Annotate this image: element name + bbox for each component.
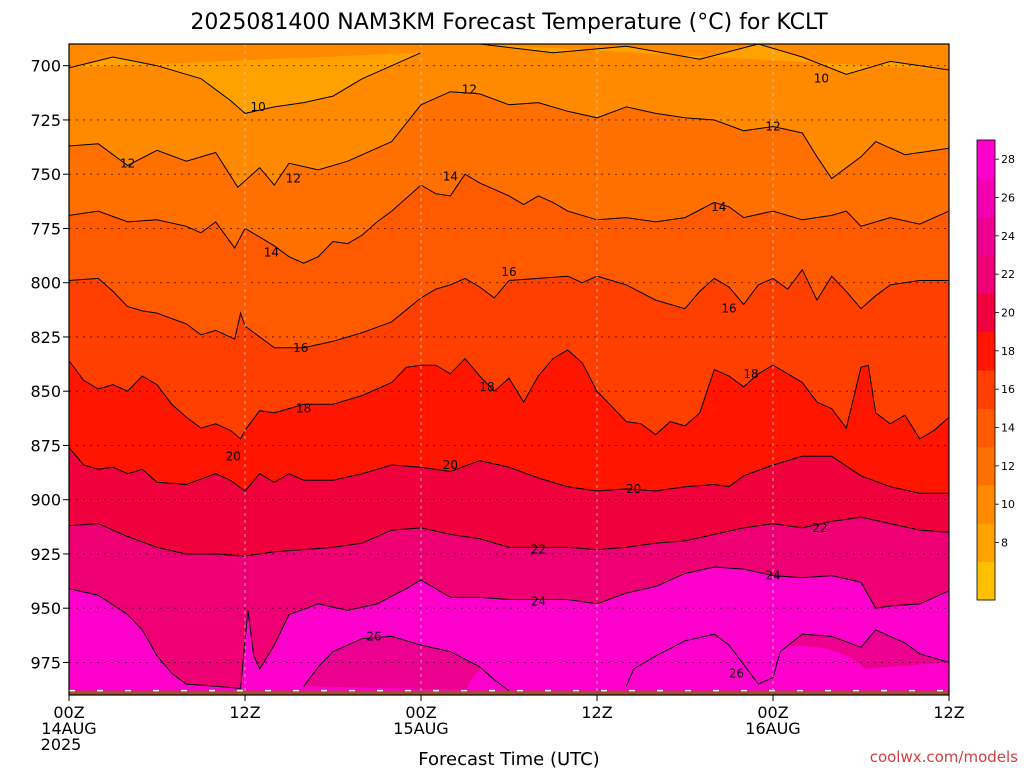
x-tick-label: 2025 (41, 735, 82, 754)
y-tick-label: 875 (30, 436, 61, 455)
warm-pocket-1 (530, 628, 776, 695)
isotherm-label: 16 (721, 302, 736, 316)
credit-text: coolwx.com/models (870, 748, 1018, 766)
isotherm-label: 12 (462, 83, 477, 97)
colorbar-swatch (977, 408, 995, 448)
y-tick-label: 800 (30, 274, 61, 293)
colorbar-swatch (977, 216, 995, 256)
isotherm-16-line (69, 268, 949, 349)
x-tick-label: 12Z (581, 703, 612, 722)
colorbar-tick-label: 24 (1001, 230, 1015, 243)
y-tick-label: 825 (30, 328, 61, 347)
x-tick-label: 15AUG (393, 719, 448, 738)
x-tick-label: 00Z (405, 703, 436, 722)
isotherm-18-line (69, 349, 949, 440)
plot-area: 10 10 12 12 12 12 14 14 14 16 16 16 18 18 18 20 20 20 22 22… (68, 44, 950, 695)
colorbar-swatch (977, 293, 995, 333)
isotherm-20-line (69, 447, 949, 494)
colorbar-tick-label: 8 (1001, 537, 1008, 550)
colorbar-frame (976, 139, 996, 601)
colorbar-tick-label: 14 (1001, 422, 1015, 435)
isotherm-label: 26 (366, 629, 381, 643)
x-tick-label: 00Z (757, 703, 788, 722)
chart-title: 2025081400 NAM3KM Forecast Temperature (… (190, 10, 828, 35)
isotherm-label: 18 (296, 402, 311, 416)
isotherm-label: 12 (120, 156, 135, 170)
band-below-26 (303, 636, 509, 691)
isotherm-label: 14 (264, 245, 279, 259)
y-tick-label: 900 (30, 491, 61, 510)
colorbar: 8 10 12 14 16 18 20 22 24 26 28 (976, 139, 1015, 601)
colorbar-swatch (977, 140, 995, 179)
x-tick-label: 00Z (53, 703, 84, 722)
isotherm-label: 18 (479, 380, 494, 394)
colorbar-swatch (977, 178, 995, 218)
y-tick-label: 700 (30, 57, 61, 76)
isotherm-label: 14 (443, 169, 458, 183)
colorbar-tick-label: 18 (1001, 345, 1015, 358)
colorbar-tick-label: 26 (1001, 192, 1015, 205)
isotherm-label: 18 (743, 367, 758, 381)
plot-frame (68, 43, 950, 696)
isotherm-label: 10 (251, 100, 266, 114)
colorbar-tick-label: 20 (1001, 307, 1015, 320)
y-tick-label: 975 (30, 653, 61, 672)
isotherm-label: 12 (286, 172, 301, 186)
colorbar-swatch (977, 255, 995, 294)
colorbar-tick-label: 28 (1001, 153, 1015, 166)
band-below-10 (69, 52, 421, 114)
colorbar-swatch (977, 446, 995, 486)
colorbar-swatch (977, 523, 995, 563)
isotherm-26-line (303, 635, 510, 692)
isotherm-label: 24 (765, 569, 780, 583)
isotherm-label: 20 (226, 449, 241, 463)
isotherm-26-line (625, 629, 949, 687)
isotherm-12-line (69, 91, 949, 188)
isotherm-label: 26 (729, 666, 744, 680)
isotherm-10-line (69, 52, 422, 114)
colorbar-swatch (977, 485, 995, 524)
x-tick-label: 12Z (933, 703, 964, 722)
isotherm-label: 20 (443, 458, 458, 472)
isotherm-label: 12 (765, 119, 780, 133)
isotherm-label: 10 (814, 72, 829, 86)
y-tick-label: 725 (30, 111, 61, 130)
isotherm-label: 24 (531, 595, 546, 609)
y-tick-label: 775 (30, 219, 61, 238)
isotherm-22-line (69, 516, 949, 557)
colorbar-tick-label: 10 (1001, 498, 1015, 511)
isotherm-label: 16 (293, 341, 308, 355)
x-axis-label: Forecast Time (UTC) (418, 749, 599, 768)
isotherm-14-line (69, 173, 949, 264)
axes: 70072575077580082585087590092595097500Z1… (30, 43, 965, 754)
isotherm-label: 22 (812, 521, 827, 535)
y-tick-label: 850 (30, 382, 61, 401)
warm-pocket-2 (728, 645, 871, 695)
colorbar-swatch (977, 561, 995, 601)
ground-surface (69, 690, 949, 695)
isotherm-label: 22 (531, 543, 546, 557)
filled-contours: 10 10 12 12 12 12 14 14 14 16 16 16 18 18 18 20 20 20 22 22… (69, 44, 949, 695)
x-tick-label: 12Z (229, 703, 260, 722)
band-below-10 (479, 44, 949, 75)
y-tick-label: 950 (30, 599, 61, 618)
colorbar-swatch (977, 370, 995, 409)
colorbar-tick-label: 16 (1001, 383, 1015, 396)
isotherm-label: 14 (711, 200, 726, 214)
colorbar-swatch (977, 331, 995, 371)
isotherm-label: 20 (626, 482, 641, 496)
y-tick-label: 750 (30, 165, 61, 184)
y-tick-label: 925 (30, 545, 61, 564)
x-tick-label: 14AUG (41, 719, 96, 738)
isotherm-24-line (69, 566, 949, 690)
isotherm-label: 16 (501, 265, 516, 279)
colorbar-tick-label: 12 (1001, 460, 1015, 473)
x-tick-label: 16AUG (745, 719, 800, 738)
colorbar-tick-label: 22 (1001, 268, 1015, 281)
